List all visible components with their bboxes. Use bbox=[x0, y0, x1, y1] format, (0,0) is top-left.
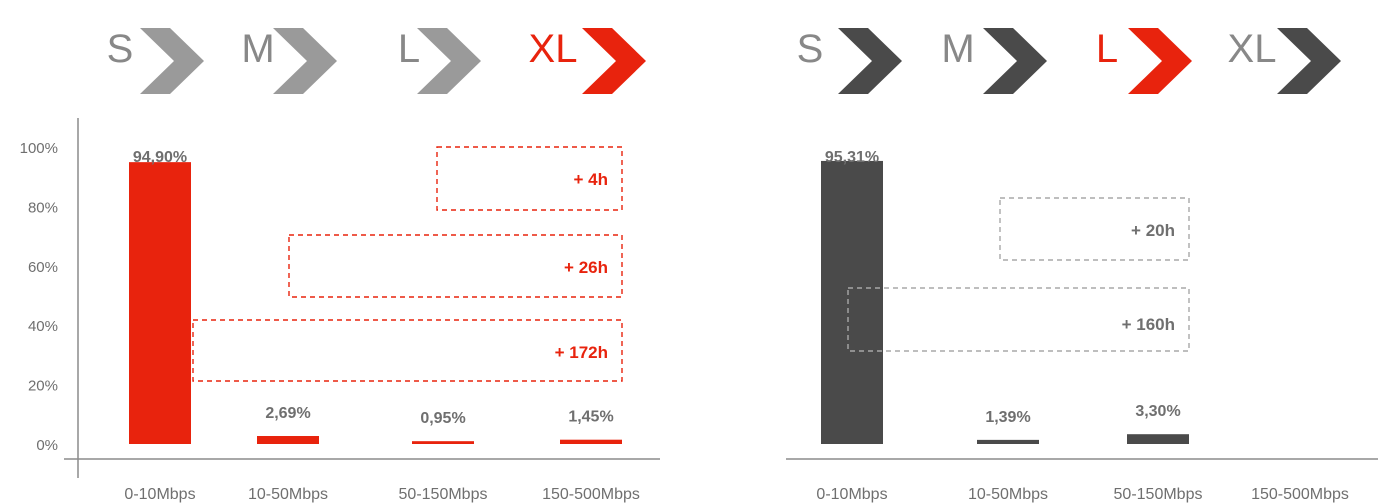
right-tier-chevron-xl-icon bbox=[1277, 28, 1341, 94]
annotation-box bbox=[999, 197, 1190, 261]
y-tick-label: 40% bbox=[28, 318, 58, 335]
bar-value-label: 1,45% bbox=[568, 409, 613, 426]
bar bbox=[1127, 434, 1189, 444]
bar-value-label: 1,39% bbox=[985, 409, 1030, 426]
right-tier-chevron-l-icon bbox=[1128, 28, 1192, 94]
bar bbox=[257, 436, 319, 444]
right-tier-label-m: M bbox=[941, 27, 974, 71]
right-tier-label-s: S bbox=[797, 27, 824, 71]
bar bbox=[977, 439, 1039, 444]
annotation-label: + 160h bbox=[1122, 315, 1175, 334]
right-tier-label-l: L bbox=[1096, 27, 1118, 71]
bar bbox=[821, 160, 883, 444]
y-tick-label: 100% bbox=[20, 140, 58, 157]
annotation-label: + 172h bbox=[555, 343, 608, 362]
right-tier-chevron-s-icon bbox=[838, 28, 902, 94]
bar bbox=[129, 162, 191, 444]
annotation-box bbox=[288, 234, 623, 298]
category-label: 10-50Mbps bbox=[968, 486, 1048, 503]
bar-value-label: 0,95% bbox=[420, 410, 465, 427]
left-tier-chevron-m-icon bbox=[273, 28, 337, 94]
right-tier-label-xl: XL bbox=[1228, 27, 1277, 71]
left-tier-chevron-s-icon bbox=[140, 28, 204, 94]
category-label: 50-150Mbps bbox=[1114, 486, 1203, 503]
annotation-box bbox=[847, 287, 1190, 352]
right-chart-l: S M L XL 95,31% 0-10Mbps 1,39% 10-50Mbps 3,30% 50… bbox=[786, 27, 1378, 503]
category-label: 0-10Mbps bbox=[124, 486, 195, 503]
category-label: 0-10Mbps bbox=[816, 486, 887, 503]
annotation-box bbox=[436, 146, 623, 211]
left-tier-label-xl: XL bbox=[529, 27, 578, 71]
category-label: 150-500Mbps bbox=[542, 486, 640, 503]
bar-value-label: 94,90% bbox=[133, 149, 187, 166]
y-tick-label: 0% bbox=[36, 437, 58, 454]
annotation-label: + 4h bbox=[574, 170, 609, 189]
right-tier-chevron-m-icon bbox=[983, 28, 1047, 94]
left-chart-xl: S M L XL 0% 20% 40% 60% 80% 100% 94,90% 0-10Mbps 2,6… bbox=[20, 27, 660, 503]
bar bbox=[560, 439, 622, 444]
category-label: 10-50Mbps bbox=[248, 486, 328, 503]
annotation-box bbox=[192, 319, 623, 382]
category-label: 50-150Mbps bbox=[399, 486, 488, 503]
category-label: 150-500Mbps bbox=[1251, 486, 1349, 503]
bar-value-label: 95,31% bbox=[825, 149, 879, 166]
left-tier-label-m: M bbox=[241, 27, 274, 71]
annotation-label: + 26h bbox=[564, 258, 608, 277]
left-tier-chevron-l-icon bbox=[417, 28, 481, 94]
y-tick-label: 60% bbox=[28, 259, 58, 276]
left-tier-label-s: S bbox=[107, 27, 134, 71]
bar-value-label: 2,69% bbox=[265, 405, 310, 422]
y-tick-label: 80% bbox=[28, 199, 58, 216]
left-tier-chevron-xl-icon bbox=[582, 28, 646, 94]
left-tier-label-l: L bbox=[398, 27, 420, 71]
bar-value-label: 3,30% bbox=[1135, 403, 1180, 420]
annotation-label: + 20h bbox=[1131, 221, 1175, 240]
y-tick-label: 20% bbox=[28, 378, 58, 395]
bar bbox=[412, 441, 474, 444]
